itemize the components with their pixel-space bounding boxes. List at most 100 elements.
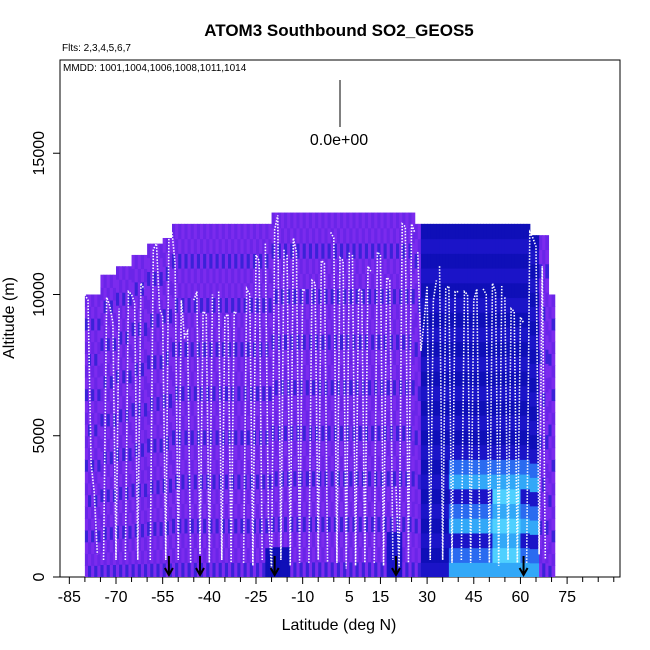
heatmap-cell xyxy=(262,312,266,328)
heatmap-cell xyxy=(352,334,357,350)
heatmap-cell xyxy=(206,268,210,284)
heatmap-cell xyxy=(112,526,117,540)
heatmap-cell xyxy=(520,268,525,284)
heatmap-cell xyxy=(539,334,543,350)
heatmap-cell xyxy=(305,258,310,274)
heatmap-cell xyxy=(128,356,133,371)
heatmap-cell xyxy=(106,501,111,515)
heatmap-cell xyxy=(349,318,354,335)
heatmap-cell xyxy=(321,409,326,426)
heatmap-cell xyxy=(536,263,540,279)
heatmap-cell xyxy=(517,547,522,563)
heatmap-cell xyxy=(396,227,400,244)
heatmap-cell xyxy=(284,364,288,381)
heatmap-cell xyxy=(340,516,344,533)
heatmap-cell xyxy=(249,356,254,372)
heatmap-cell xyxy=(237,238,242,254)
heatmap-cell xyxy=(97,318,102,331)
heatmap-cell xyxy=(508,297,512,313)
heatmap-cell xyxy=(184,532,189,549)
heatmap-cell xyxy=(427,297,431,313)
heatmap-cell xyxy=(501,371,506,387)
heatmap-cell xyxy=(458,341,462,357)
heatmap-cell xyxy=(548,482,553,496)
heatmap-cell xyxy=(476,282,481,299)
heatmap-cell xyxy=(532,377,537,393)
heatmap-cell xyxy=(492,429,497,446)
heatmap-cell xyxy=(246,312,251,328)
heatmap-cell xyxy=(551,447,556,460)
heatmap-cell xyxy=(256,385,260,402)
heatmap-cell xyxy=(321,227,326,244)
heatmap-cell xyxy=(131,308,136,323)
heatmap-cell xyxy=(203,415,207,431)
heatmap-cell xyxy=(88,494,92,507)
heatmap-cell xyxy=(206,488,210,505)
heatmap-cell xyxy=(464,371,469,387)
heatmap-cell xyxy=(224,562,229,577)
heatmap-cell xyxy=(224,547,229,563)
heatmap-cell xyxy=(402,334,406,350)
heatmap-cell xyxy=(371,470,375,487)
heatmap-cell xyxy=(305,288,310,305)
heatmap-cell xyxy=(144,415,148,430)
heatmap-cell xyxy=(458,297,462,313)
heatmap-cell xyxy=(433,547,438,563)
heatmap-cell xyxy=(196,518,201,534)
heatmap-cell xyxy=(529,349,534,364)
heatmap-cell xyxy=(168,294,173,310)
heatmap-cell xyxy=(94,388,98,402)
heatmap-cell xyxy=(396,212,400,229)
heatmap-cell xyxy=(112,388,117,402)
heatmap-cell xyxy=(215,459,220,475)
heatmap-cell xyxy=(159,438,164,453)
heatmap-cell xyxy=(165,492,170,507)
heatmap-cell xyxy=(445,503,450,519)
heatmap-cell xyxy=(140,281,145,296)
heatmap-cell xyxy=(542,491,546,507)
heatmap-cell xyxy=(377,440,382,457)
heatmap-cell xyxy=(433,326,438,343)
x-tick-label: 75 xyxy=(558,589,576,606)
heatmap-cell xyxy=(551,341,556,354)
heatmap-cell xyxy=(268,518,273,534)
heatmap-cell xyxy=(200,547,204,563)
heatmap-cell xyxy=(190,562,195,577)
heatmap-cell xyxy=(259,223,263,240)
heatmap-cell xyxy=(302,455,307,472)
heatmap-cell xyxy=(473,253,478,269)
heatmap-cell xyxy=(91,565,95,577)
heatmap-cell xyxy=(414,429,419,446)
heatmap-cell xyxy=(452,297,456,313)
heatmap-cell xyxy=(464,547,469,563)
heatmap-cell xyxy=(125,421,130,436)
heatmap-cell xyxy=(526,223,531,240)
heatmap-cell xyxy=(206,532,210,549)
heatmap-cell xyxy=(455,238,459,254)
heatmap-cell xyxy=(240,312,245,328)
heatmap-cell xyxy=(551,353,556,366)
heatmap-cell xyxy=(94,435,98,449)
heatmap-cell xyxy=(277,546,282,563)
heatmap-cell xyxy=(324,258,329,274)
heatmap-cell xyxy=(256,371,260,387)
heatmap-cell xyxy=(153,493,158,509)
heatmap-cell xyxy=(523,488,528,505)
heatmap-cell xyxy=(445,459,450,475)
heatmap-cell xyxy=(368,303,372,320)
heatmap-cell xyxy=(221,297,226,313)
heatmap-cell xyxy=(190,253,195,269)
heatmap-cell xyxy=(249,312,254,328)
heatmap-cell xyxy=(240,297,245,313)
heatmap-cell xyxy=(184,238,189,254)
heatmap-cell xyxy=(187,474,192,490)
heatmap-cell xyxy=(106,287,111,301)
heatmap-cell xyxy=(218,518,223,534)
heatmap-cell xyxy=(206,223,210,240)
heatmap-cell xyxy=(396,242,400,259)
heatmap-cell xyxy=(308,561,313,577)
heatmap-cell xyxy=(476,326,481,343)
heatmap-cell xyxy=(140,523,145,538)
heatmap-cell xyxy=(184,415,189,431)
heatmap-cell xyxy=(349,516,354,533)
